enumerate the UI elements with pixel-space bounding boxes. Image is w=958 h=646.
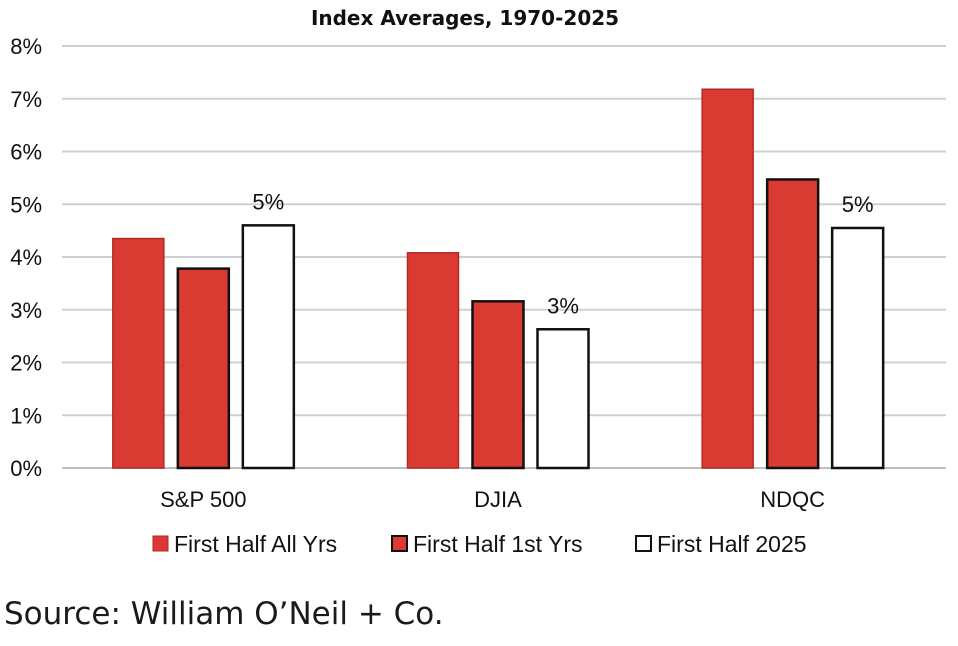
y-tick-label: 7% xyxy=(10,87,42,112)
y-tick-label: 4% xyxy=(10,245,42,270)
bar xyxy=(471,300,525,470)
source-note: Source: William O’Neil + Co. xyxy=(4,596,444,632)
bars xyxy=(112,88,885,470)
bar xyxy=(765,178,820,470)
y-tick-label: 2% xyxy=(10,351,42,376)
y-tick-label: 0% xyxy=(10,456,42,481)
bar xyxy=(241,224,296,470)
y-tick-label: 5% xyxy=(10,192,42,217)
y-tick-label: 6% xyxy=(10,140,42,165)
y-tick-label: 3% xyxy=(10,298,42,323)
data-label: 5% xyxy=(842,192,874,217)
data-label: 3% xyxy=(547,293,579,318)
bar-chart: Index Averages, 1970-2025 0% 1% 2% 3% 4% 5% 6%… xyxy=(10,6,946,557)
x-category-label: DJIA xyxy=(474,487,522,512)
chart-title: Index Averages, 1970-2025 xyxy=(311,6,619,30)
x-axis-categories: S&P 500 DJIA NDQC xyxy=(160,487,825,512)
legend-swatch xyxy=(635,535,652,552)
x-category-label: S&P 500 xyxy=(160,487,246,512)
bar xyxy=(830,226,885,470)
y-tick-label: 1% xyxy=(10,403,42,428)
bar xyxy=(701,88,754,469)
legend-swatch xyxy=(391,535,408,552)
legend-label: First Half All Yrs xyxy=(174,531,337,557)
legend-swatch xyxy=(152,535,169,552)
data-label: 5% xyxy=(252,189,284,214)
bar xyxy=(112,237,165,469)
bar xyxy=(536,328,590,470)
y-axis-ticks: 0% 1% 2% 3% 4% 5% 6% 7% 8% xyxy=(10,34,42,481)
bar xyxy=(176,267,231,470)
x-category-label: NDQC xyxy=(760,487,825,512)
legend-label: First Half 1st Yrs xyxy=(413,531,583,557)
legend-label: First Half 2025 xyxy=(657,531,807,557)
data-labels: 5% 3% 5% xyxy=(252,189,873,318)
bar xyxy=(406,252,460,469)
legend: First Half All Yrs First Half 1st Yrs Firs… xyxy=(152,531,807,557)
y-tick-label: 8% xyxy=(10,34,42,59)
